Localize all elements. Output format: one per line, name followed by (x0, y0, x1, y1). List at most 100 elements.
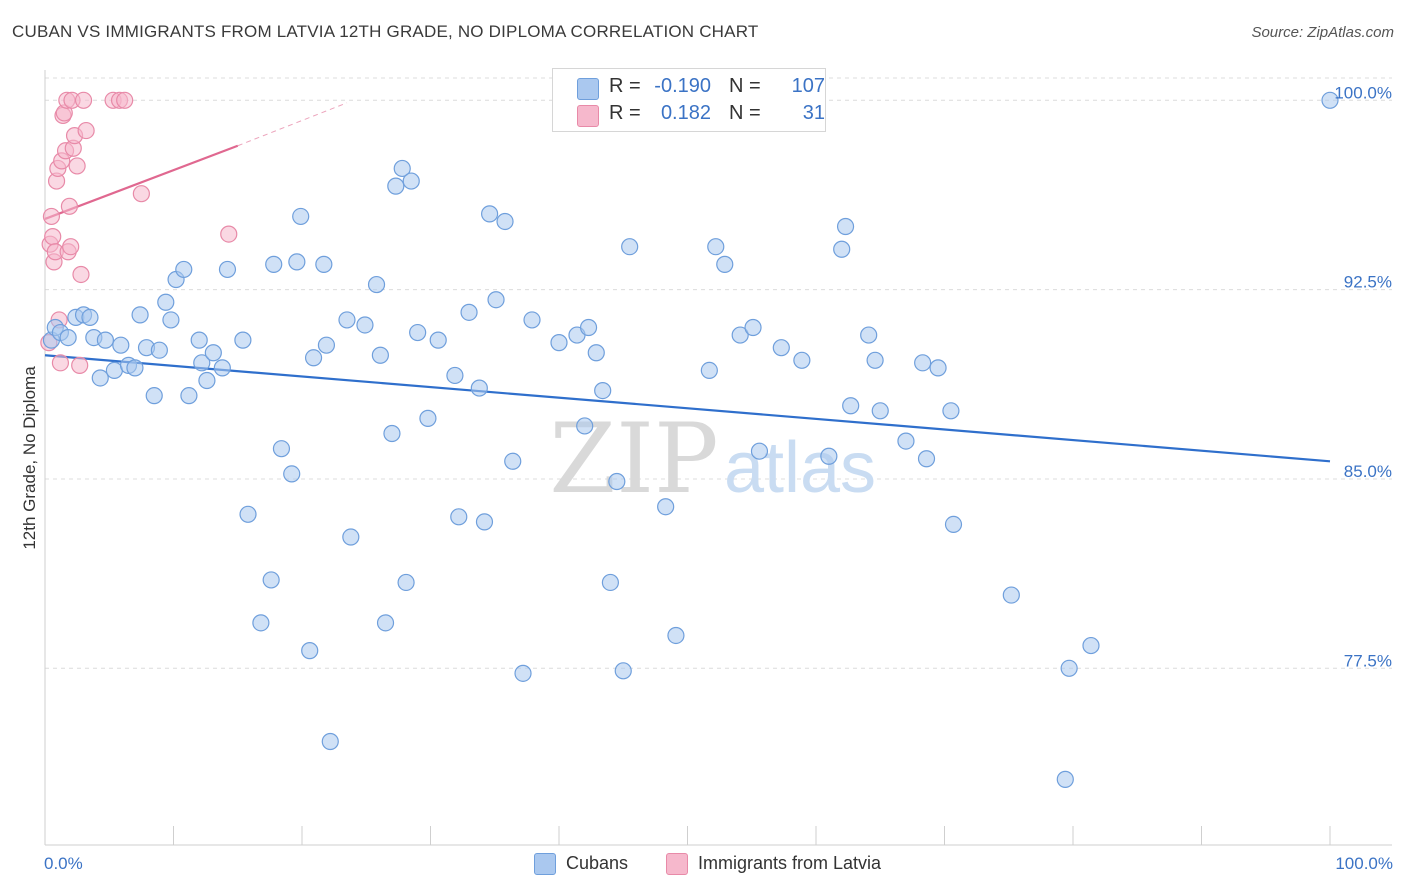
point-cubans (871, 402, 889, 420)
point-latvia (220, 225, 238, 243)
point-cubans (833, 240, 851, 258)
point-cubans (657, 498, 675, 516)
point-cubans (356, 316, 374, 334)
point-cubans (383, 424, 401, 443)
point-cubans (126, 359, 144, 377)
point-cubans (1321, 91, 1339, 109)
point-cubans (450, 508, 468, 526)
point-cubans (504, 452, 522, 470)
point-cubans (342, 528, 360, 546)
point-cubans (283, 465, 301, 483)
point-cubans (470, 379, 488, 397)
point-cubans (272, 440, 291, 458)
point-cubans (942, 402, 960, 420)
point-cubans (262, 571, 280, 589)
correlation-legend: R = -0.190 N = 107 R = 0.182 N = 31 (552, 68, 826, 132)
point-cubans (842, 397, 860, 415)
bottom-legend-label-latvia: Immigrants from Latvia (698, 853, 882, 873)
x-tick-label: 0.0% (44, 854, 83, 873)
point-cubans (731, 326, 749, 344)
y-axis-label: 12th Grade, No Diploma (20, 366, 39, 550)
point-latvia (42, 207, 61, 226)
data-points (40, 91, 1339, 788)
point-cubans (929, 359, 947, 377)
point-cubans (288, 253, 306, 271)
point-cubans (579, 318, 598, 337)
bottom-legend-swatch-cubans (534, 853, 556, 875)
point-cubans (397, 573, 415, 592)
point-cubans (820, 447, 838, 465)
point-cubans (514, 664, 532, 682)
trend-lines (44, 102, 1331, 463)
y-tick-label: 100.0% (1334, 83, 1392, 102)
trend-line-cubans (44, 354, 1331, 463)
point-cubans (175, 260, 193, 279)
point-cubans (860, 326, 878, 344)
point-cubans (475, 513, 494, 531)
legend-swatch-cubans (577, 78, 599, 100)
chart-title: CUBAN VS IMMIGRANTS FROM LATVIA 12TH GRA… (12, 22, 759, 41)
grid-layer (45, 77, 1392, 669)
point-cubans (1002, 586, 1020, 604)
point-cubans (914, 354, 932, 372)
point-latvia (132, 185, 150, 203)
point-cubans (744, 318, 762, 337)
point-cubans (150, 341, 168, 359)
point-cubans (944, 515, 963, 533)
axes (44, 70, 1392, 846)
point-cubans (304, 349, 323, 367)
point-latvia (60, 197, 79, 215)
point-cubans (608, 472, 626, 491)
point-cubans (446, 366, 464, 385)
legend-n-value: 31 (802, 102, 825, 124)
point-cubans (91, 369, 109, 387)
point-cubans (866, 351, 884, 369)
source-label: Source: ZipAtlas.com (1251, 24, 1394, 41)
point-cubans (772, 339, 790, 357)
point-cubans (750, 442, 769, 460)
tick-labels: 77.5% 85.0% 92.5% 100.0% 0.0% 100.0% 12th Grad… (20, 83, 1393, 873)
point-cubans (496, 212, 514, 231)
point-cubans (317, 336, 336, 354)
point-cubans (393, 159, 411, 178)
point-cubans (190, 331, 208, 349)
point-cubans (481, 205, 499, 223)
point-cubans (218, 260, 237, 279)
point-cubans (338, 311, 356, 329)
legend-n-value: 107 (791, 75, 825, 97)
point-cubans (1060, 659, 1078, 677)
point-cubans (371, 346, 389, 364)
point-cubans (367, 275, 386, 294)
legend-r-value: -0.190 (654, 75, 711, 97)
point-cubans (315, 255, 333, 273)
point-cubans (213, 359, 231, 377)
point-latvia (68, 157, 86, 175)
point-latvia (72, 265, 90, 284)
point-cubans (292, 207, 310, 226)
point-cubans (239, 505, 257, 523)
legend-r-label: R = (609, 102, 641, 124)
point-cubans (59, 328, 77, 347)
point-latvia (44, 228, 62, 246)
point-cubans (162, 311, 180, 329)
bottom-legend-swatch-latvia (666, 853, 688, 875)
point-cubans (601, 573, 620, 592)
point-latvia (62, 238, 80, 256)
point-cubans (321, 732, 339, 751)
point-cubans (700, 361, 718, 380)
point-cubans (594, 382, 612, 400)
point-cubans (112, 336, 130, 354)
point-cubans (402, 172, 420, 190)
point-cubans (1056, 770, 1074, 788)
point-cubans (81, 308, 99, 326)
point-latvia (77, 121, 95, 140)
point-latvia (74, 91, 93, 109)
point-cubans (198, 371, 216, 390)
point-cubans (460, 303, 478, 321)
point-cubans (145, 387, 163, 405)
point-latvia (116, 91, 134, 109)
point-cubans (523, 311, 541, 329)
point-cubans (180, 387, 198, 405)
point-cubans (429, 331, 447, 349)
